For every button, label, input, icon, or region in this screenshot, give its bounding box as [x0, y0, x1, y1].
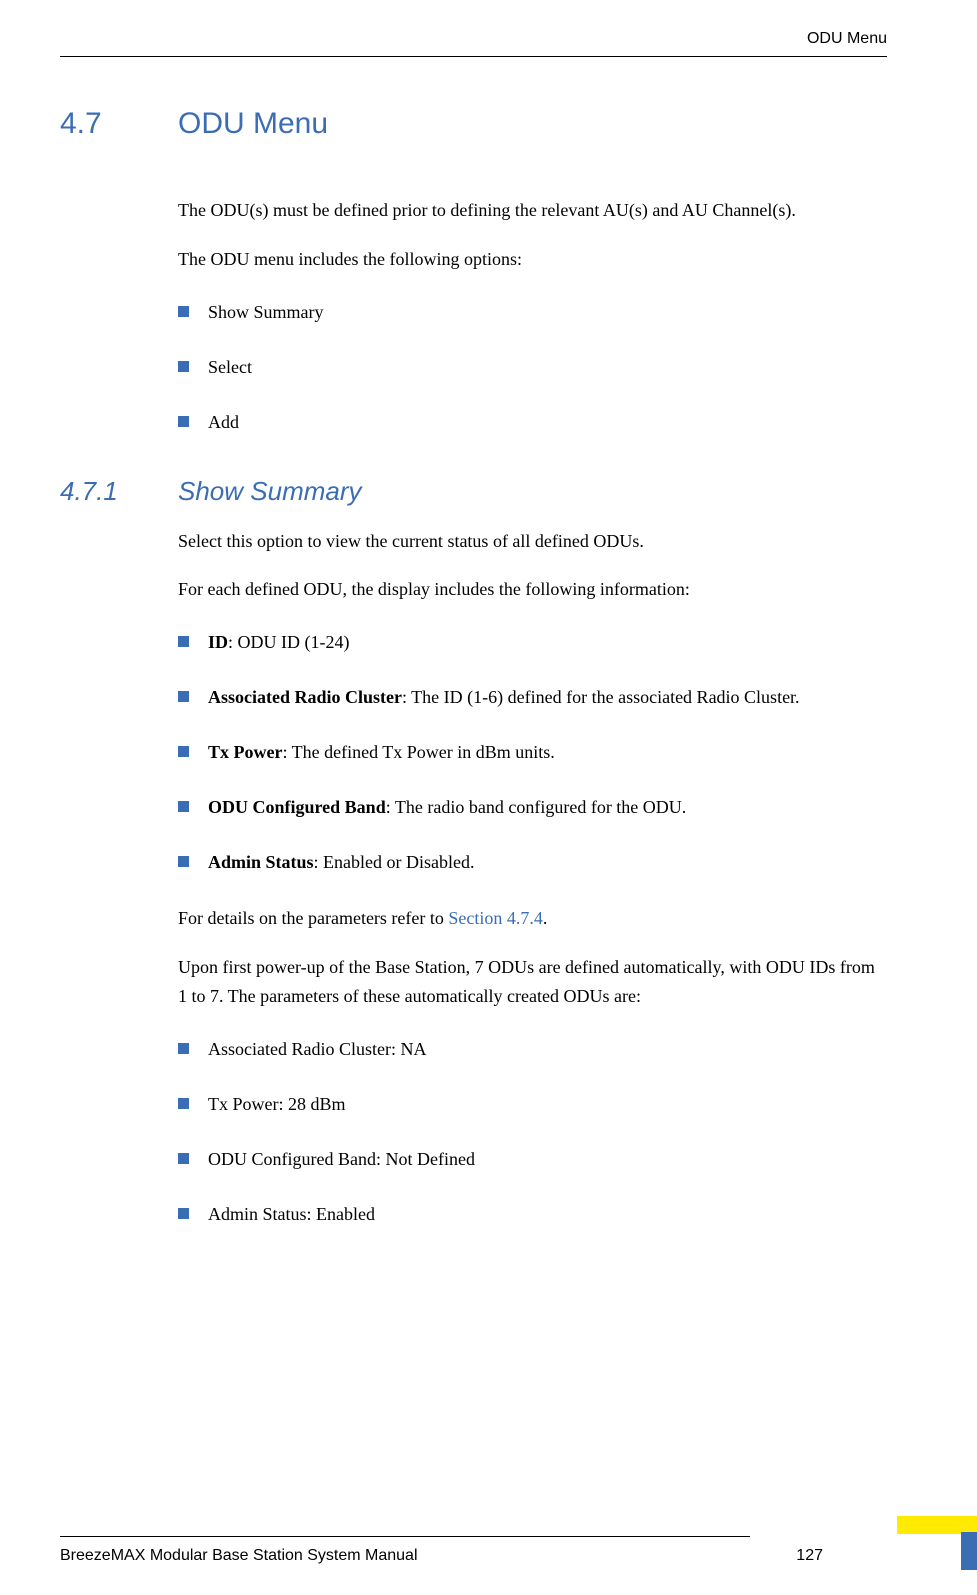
- summary-para-1: Select this option to view the current s…: [178, 527, 887, 556]
- list-item: ODU Configured Band: The radio band conf…: [178, 794, 887, 821]
- field-desc: : The defined Tx Power in dBm units.: [282, 742, 554, 762]
- list-item: Tx Power: 28 dBm: [178, 1091, 887, 1118]
- header-rule: [60, 56, 887, 57]
- intro-para-1: The ODU(s) must be defined prior to defi…: [178, 196, 887, 225]
- section-heading: 4.7 ODU Menu: [60, 107, 887, 141]
- corner-decoration: [897, 1510, 977, 1570]
- list-item: Associated Radio Cluster: The ID (1-6) d…: [178, 684, 887, 711]
- list-item: ODU Configured Band: Not Defined: [178, 1146, 887, 1173]
- list-item: Add: [178, 409, 887, 436]
- field-label: Associated Radio Cluster: [208, 687, 402, 707]
- summary-para-4: Upon first power-up of the Base Station,…: [178, 953, 887, 1011]
- summary-para-2: For each defined ODU, the display includ…: [178, 575, 887, 604]
- subsection-number: 4.7.1: [60, 476, 178, 507]
- footer-page-number: 127: [796, 1547, 823, 1565]
- list-item: Tx Power: The defined Tx Power in dBm un…: [178, 739, 887, 766]
- page-header: ODU Menu: [60, 30, 887, 56]
- list-item: ID: ODU ID (1-24): [178, 629, 887, 656]
- menu-options-list: Show Summary Select Add: [178, 299, 887, 436]
- blue-block: [961, 1532, 977, 1570]
- field-label: ODU Configured Band: [208, 797, 386, 817]
- list-item: Admin Status: Enabled or Disabled.: [178, 849, 887, 876]
- section-title: ODU Menu: [178, 107, 328, 141]
- intro-para-2: The ODU menu includes the following opti…: [178, 245, 887, 274]
- field-label: ID: [208, 632, 228, 652]
- list-item: Admin Status: Enabled: [178, 1201, 887, 1228]
- footer-text: BreezeMAX Modular Base Station System Ma…: [60, 1547, 418, 1565]
- list-item: Select: [178, 354, 887, 381]
- footer: BreezeMAX Modular Base Station System Ma…: [60, 1536, 887, 1565]
- para-text: .: [543, 908, 548, 928]
- section-number: 4.7: [60, 107, 178, 141]
- section-link[interactable]: Section 4.7.4: [448, 908, 543, 928]
- summary-para-3: For details on the parameters refer to S…: [178, 904, 887, 933]
- field-label: Admin Status: [208, 852, 314, 872]
- list-item: Show Summary: [178, 299, 887, 326]
- field-label: Tx Power: [208, 742, 282, 762]
- subsection-title: Show Summary: [178, 476, 362, 507]
- field-desc: : ODU ID (1-24): [228, 632, 349, 652]
- fields-list: ID: ODU ID (1-24) Associated Radio Clust…: [178, 629, 887, 876]
- field-desc: : The radio band configured for the ODU.: [386, 797, 687, 817]
- field-desc: : Enabled or Disabled.: [314, 852, 475, 872]
- subsection-heading: 4.7.1 Show Summary: [60, 476, 887, 507]
- defaults-list: Associated Radio Cluster: NA Tx Power: 2…: [178, 1036, 887, 1228]
- para-text: For details on the parameters refer to: [178, 908, 448, 928]
- field-desc: : The ID (1-6) defined for the associate…: [402, 687, 800, 707]
- footer-rule: [60, 1536, 750, 1537]
- list-item: Associated Radio Cluster: NA: [178, 1036, 887, 1063]
